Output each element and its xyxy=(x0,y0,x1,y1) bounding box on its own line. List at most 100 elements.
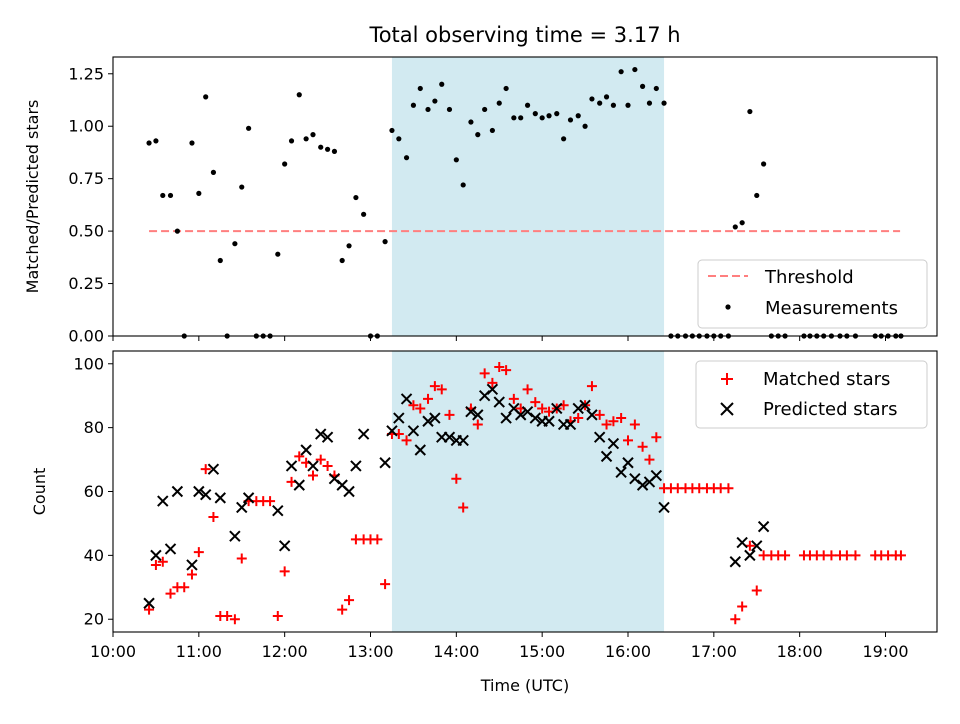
measurement-point xyxy=(160,192,166,199)
measurement-point xyxy=(318,144,324,150)
x-tick-label: 17:00 xyxy=(691,642,737,661)
matched-star-point xyxy=(850,550,861,561)
y-tick-label-top: 1.25 xyxy=(68,64,104,83)
measurement-point xyxy=(296,92,302,98)
matched-star-point xyxy=(236,553,247,564)
measurement-point xyxy=(346,243,352,249)
x-tick-label: 16:00 xyxy=(605,642,651,661)
measurement-point xyxy=(625,102,631,108)
predicted-star-point xyxy=(199,488,212,501)
measurement-point xyxy=(275,251,281,257)
measurement-point xyxy=(324,146,331,152)
legends: Threshold Measurements Matched stars Predic… xyxy=(695,259,928,429)
measurement-point xyxy=(167,192,174,199)
measurement-point xyxy=(468,119,474,125)
predicted-star-point xyxy=(493,396,505,408)
measurement-point xyxy=(646,100,653,106)
predicted-star-point xyxy=(543,415,555,427)
measurement-point xyxy=(524,102,531,108)
measurement-point xyxy=(389,127,395,134)
predicted-star-point xyxy=(229,530,241,542)
matched-star-point xyxy=(501,365,512,376)
legend-swatch-matched xyxy=(721,373,733,385)
matched-star-point xyxy=(423,393,434,404)
matched-star-point xyxy=(344,595,355,606)
measurement-point xyxy=(567,117,574,123)
matched-star-point xyxy=(193,547,204,558)
matched-star-point xyxy=(444,409,455,420)
measurement-point xyxy=(239,184,245,190)
measurement-point xyxy=(439,81,445,87)
matched-star-point xyxy=(472,419,483,430)
y-tick-label-bottom: 100 xyxy=(73,354,104,373)
matched-star-point xyxy=(429,381,440,392)
measurement-point xyxy=(303,136,309,142)
predicted-star-point xyxy=(422,415,434,427)
measurement-point xyxy=(417,85,423,92)
observing-window-shade-top xyxy=(391,57,665,336)
y-tick-label-top: 0.50 xyxy=(68,222,104,241)
matched-star-point xyxy=(586,381,597,392)
measurement-point xyxy=(331,148,338,154)
predicted-star-point xyxy=(400,393,413,405)
predicted-star-point xyxy=(429,412,441,424)
predicted-star-point xyxy=(465,405,477,418)
matched-star-point xyxy=(751,585,762,596)
matched-star-point xyxy=(644,454,655,465)
measurement-point xyxy=(310,132,316,138)
matched-star-point xyxy=(179,582,190,593)
matched-star-point xyxy=(150,559,161,570)
matched-star-point xyxy=(537,403,548,414)
predicted-star-point xyxy=(515,409,527,421)
matched-star-point xyxy=(222,611,233,622)
predicted-star-point xyxy=(207,463,220,475)
predicted-star-point xyxy=(622,457,634,469)
measurement-point xyxy=(288,138,295,144)
measurement-point xyxy=(475,132,481,138)
predicted-star-point xyxy=(529,412,542,424)
matched-star-point xyxy=(272,611,283,622)
matched-star-point xyxy=(573,413,584,424)
y-tick-label-bottom: 60 xyxy=(84,482,104,501)
matched-star-point xyxy=(487,377,498,388)
matched-star-point xyxy=(508,393,519,404)
measurement-point xyxy=(603,94,610,100)
matched-star-point xyxy=(623,435,633,446)
matched-star-point xyxy=(401,435,412,446)
legend-box-top xyxy=(697,259,928,329)
predicted-star-point xyxy=(579,399,591,411)
matched-star-point xyxy=(307,470,318,481)
matched-star-point xyxy=(436,384,447,395)
matched-star-point xyxy=(616,413,627,424)
predicted-star-point xyxy=(357,428,370,440)
predicted-star-point xyxy=(171,485,184,498)
measurement-point xyxy=(453,157,459,163)
x-tick-label: 10:00 xyxy=(90,642,136,661)
y-tick-label-bottom: 40 xyxy=(84,546,104,565)
matched-star-point xyxy=(144,604,155,615)
matched-star-point xyxy=(451,473,462,484)
measurement-point xyxy=(632,66,638,73)
matched-star-point xyxy=(895,550,906,561)
measurement-point xyxy=(432,98,438,104)
measurement-point xyxy=(210,169,217,175)
predicted-star-point xyxy=(186,559,198,571)
matched-star-point xyxy=(479,368,490,379)
observing-window-shade-bottom xyxy=(391,351,665,632)
matched-star-point xyxy=(530,397,541,408)
predicted-star-point xyxy=(757,520,770,533)
measurement-point xyxy=(353,194,359,201)
predicted-star-point xyxy=(443,431,456,443)
measurement-point xyxy=(739,220,745,226)
measurement-point xyxy=(396,136,402,142)
predicted-star-point xyxy=(143,597,155,609)
predicted-star-point xyxy=(386,425,398,437)
x-tick-label: 18:00 xyxy=(777,642,823,661)
predicted-star-point xyxy=(193,485,205,498)
predicted-star-point xyxy=(457,434,469,447)
measurement-point xyxy=(589,96,595,102)
matched-star-point xyxy=(637,441,648,452)
y-axis-label-top: Matched/Predicted stars xyxy=(23,100,42,294)
matched-star-point xyxy=(294,451,305,462)
